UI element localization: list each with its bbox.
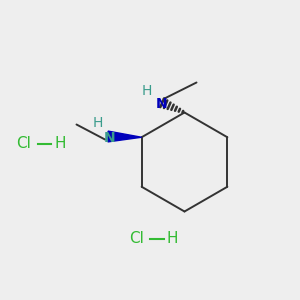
Polygon shape: [108, 131, 142, 142]
Text: H: H: [54, 136, 65, 152]
Text: Cl: Cl: [16, 136, 32, 152]
Text: N: N: [104, 131, 115, 145]
Text: H: H: [92, 116, 103, 130]
Text: H: H: [167, 231, 178, 246]
Text: H: H: [142, 84, 152, 98]
Text: N: N: [156, 97, 168, 110]
Text: Cl: Cl: [129, 231, 144, 246]
